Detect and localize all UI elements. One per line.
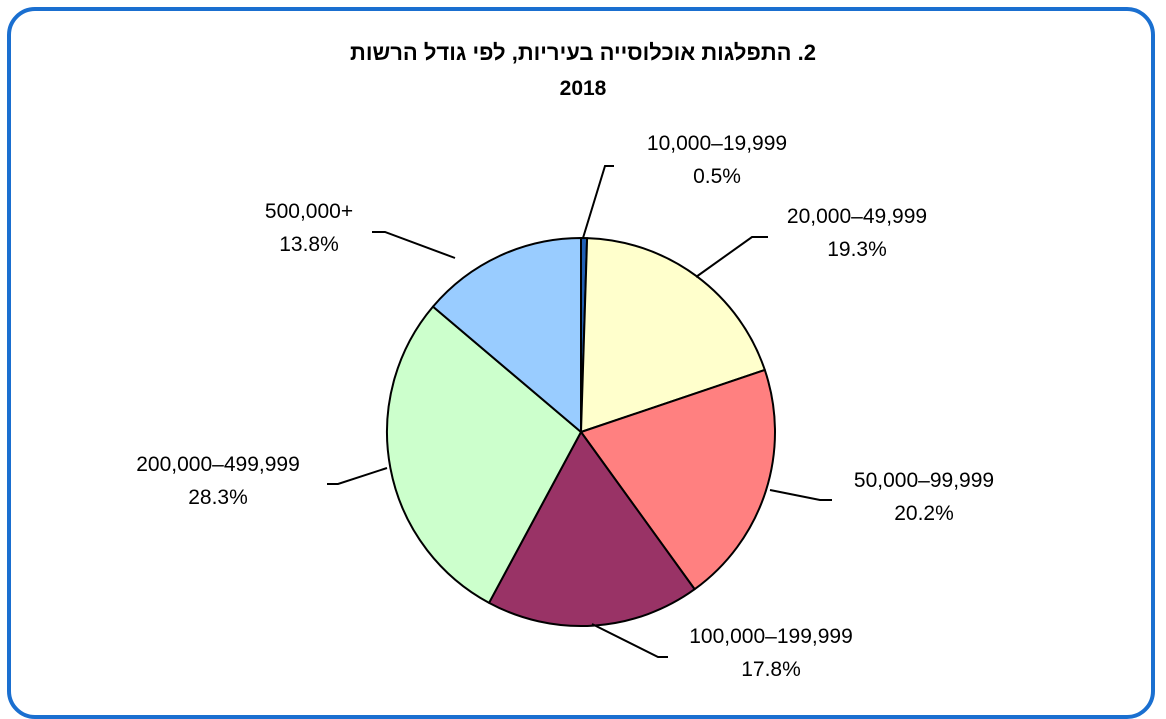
slice-category-label: 500,000+	[265, 200, 353, 223]
slice-category-label: 20,000–49,999	[787, 205, 927, 228]
leader-lines	[327, 165, 832, 658]
leader-line	[372, 231, 456, 259]
pie-slice	[580, 368, 776, 591]
pie-chart: 10,000–19,999 0.5% 20,000–49,999 19.3% 50,00…	[136, 132, 994, 681]
leader-line	[327, 467, 388, 485]
pie-slice	[386, 305, 582, 604]
slice-percent-label: 28.3%	[188, 486, 248, 509]
slice-labels: 10,000–19,999 0.5% 20,000–49,999 19.3% 50,00…	[136, 132, 994, 681]
leader-line	[769, 489, 832, 501]
slice-percent-label: 17.8%	[741, 658, 801, 681]
pie-slice	[431, 237, 582, 433]
leader-line	[582, 165, 614, 239]
pie-slices	[386, 237, 776, 627]
chart-subtitle: 2018	[559, 77, 607, 100]
slice-percent-label: 13.8%	[279, 233, 339, 256]
slice-category-label: 100,000–199,999	[689, 625, 853, 648]
leader-line	[695, 236, 768, 278]
slice-category-label: 10,000–19,999	[647, 132, 787, 155]
slice-category-label: 200,000–499,999	[136, 453, 300, 476]
leader-line	[591, 623, 668, 658]
slice-category-label: 50,000–99,999	[854, 469, 994, 492]
chart-title: 2. התפלגות אוכלוסייה בעיריות, לפי גודל ה…	[350, 40, 816, 65]
slice-percent-label: 19.3%	[827, 238, 887, 261]
slice-percent-label: 20.2%	[894, 502, 954, 525]
slice-percent-label: 0.5%	[693, 165, 741, 188]
